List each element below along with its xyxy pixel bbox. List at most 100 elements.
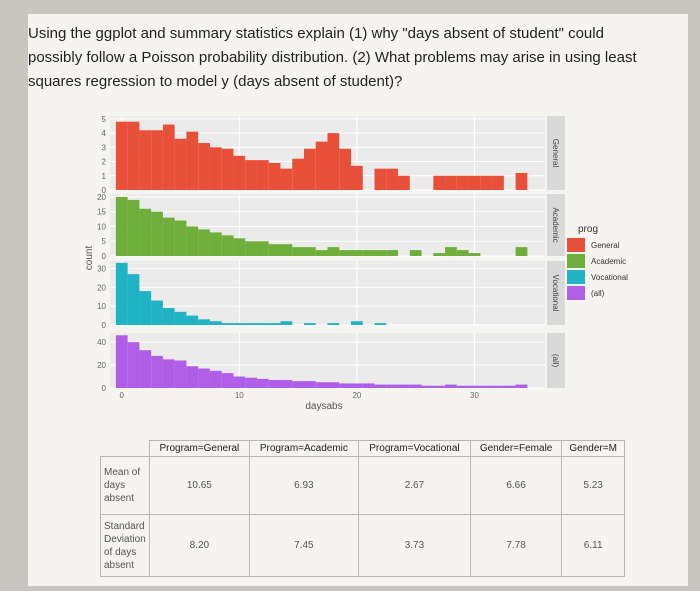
- bar: [480, 175, 493, 190]
- table-cell: 10.65: [149, 456, 250, 515]
- bar: [139, 208, 152, 256]
- bar: [256, 378, 269, 388]
- table-cell: 6.11: [561, 514, 625, 577]
- bar: [221, 323, 234, 325]
- table-cell: 6.93: [248, 456, 360, 515]
- panel-vocational: 0 10 20 30 Vocational: [97, 261, 565, 330]
- table-cell: 7.78: [469, 514, 563, 577]
- bar: [256, 323, 269, 325]
- bar: [280, 321, 293, 325]
- bar: [456, 175, 469, 190]
- bar: [162, 124, 175, 190]
- bar: [515, 384, 528, 388]
- bar: [245, 377, 257, 388]
- bar: [362, 383, 375, 388]
- facet-strip: [547, 333, 565, 388]
- y-tick-label: 10: [97, 302, 106, 311]
- panel-general: 0 1 2 3 4 5 General: [102, 115, 565, 195]
- bar: [139, 291, 152, 325]
- bar: [162, 308, 175, 325]
- y-tick-label: 20: [97, 193, 106, 202]
- bar: [327, 133, 340, 190]
- bar: [256, 160, 269, 190]
- bar: [445, 175, 457, 190]
- bar: [127, 121, 140, 190]
- bar: [398, 175, 410, 190]
- header-program-vocational: Program=Vocational: [358, 440, 471, 457]
- bar: [433, 175, 446, 190]
- y-tick-label: 0: [102, 252, 107, 261]
- bar: [280, 379, 293, 388]
- facet-strip: [547, 194, 565, 256]
- bar: [139, 130, 152, 190]
- bar: [456, 250, 469, 256]
- bar: [339, 148, 352, 190]
- header-gender-male: Gender=M: [561, 440, 625, 457]
- bar: [280, 168, 293, 190]
- bar: [468, 253, 481, 256]
- table-corner: [101, 441, 150, 457]
- x-tick-label: 10: [235, 391, 244, 400]
- y-tick-label: 0: [102, 186, 107, 195]
- bar: [162, 359, 175, 388]
- y-tick-label: 5: [102, 115, 107, 124]
- y-tick-label: 3: [102, 143, 107, 152]
- bar: [445, 247, 457, 256]
- bar: [445, 384, 457, 388]
- bar: [327, 382, 340, 388]
- y-tick-label: 40: [97, 338, 106, 347]
- header-program-general: Program=General: [149, 440, 250, 457]
- bar: [280, 244, 293, 256]
- bar: [303, 247, 316, 256]
- legend-swatch: [567, 254, 585, 268]
- bar: [233, 238, 246, 256]
- x-tick-label: 20: [352, 391, 361, 400]
- legend-entry: General: [591, 241, 620, 250]
- legend-entry: (all): [591, 289, 605, 298]
- bar: [386, 384, 399, 388]
- bar: [186, 131, 199, 190]
- bar: [209, 321, 222, 325]
- facet-strip-label: Vocational: [551, 275, 560, 312]
- bar: [186, 226, 199, 256]
- bar: [209, 232, 222, 256]
- y-tick-label: 0: [102, 384, 107, 393]
- bar: [174, 220, 187, 256]
- bar: [433, 253, 446, 256]
- bar: [480, 385, 493, 388]
- bar: [351, 383, 363, 388]
- y-tick-label: 20: [97, 361, 106, 370]
- bar: [339, 383, 352, 388]
- bar: [374, 323, 387, 325]
- bar: [292, 158, 304, 190]
- bar: [303, 381, 316, 388]
- bar: [127, 274, 140, 325]
- y-tick-label: 1: [102, 172, 107, 181]
- table-header-row: Program=General Program=Academic Program…: [101, 440, 625, 457]
- bar: [351, 250, 363, 256]
- bar: [127, 342, 140, 388]
- bar: [233, 155, 246, 190]
- facet-strip-label: (all): [551, 354, 560, 368]
- bar: [515, 172, 528, 190]
- y-tick-label: 30: [97, 265, 106, 274]
- bar: [268, 379, 281, 388]
- bar: [256, 241, 269, 256]
- bar: [351, 321, 363, 325]
- bar: [221, 373, 234, 388]
- bar: [374, 250, 387, 256]
- table-cell: 5.23: [561, 456, 625, 515]
- bar: [409, 384, 422, 388]
- bar: [292, 247, 304, 256]
- table-row: Mean of days absent 10.65 6.93 2.67 6.66…: [100, 456, 625, 515]
- bar: [327, 323, 340, 325]
- y-tick-label: 5: [102, 237, 107, 246]
- y-tick-label: 2: [102, 158, 107, 167]
- header-program-academic: Program=Academic: [248, 440, 360, 457]
- bar: [303, 148, 316, 190]
- bar: [468, 385, 481, 388]
- bar: [198, 229, 210, 256]
- bar: [456, 385, 469, 388]
- bar: [468, 175, 481, 190]
- table-cell: 8.20: [149, 514, 250, 577]
